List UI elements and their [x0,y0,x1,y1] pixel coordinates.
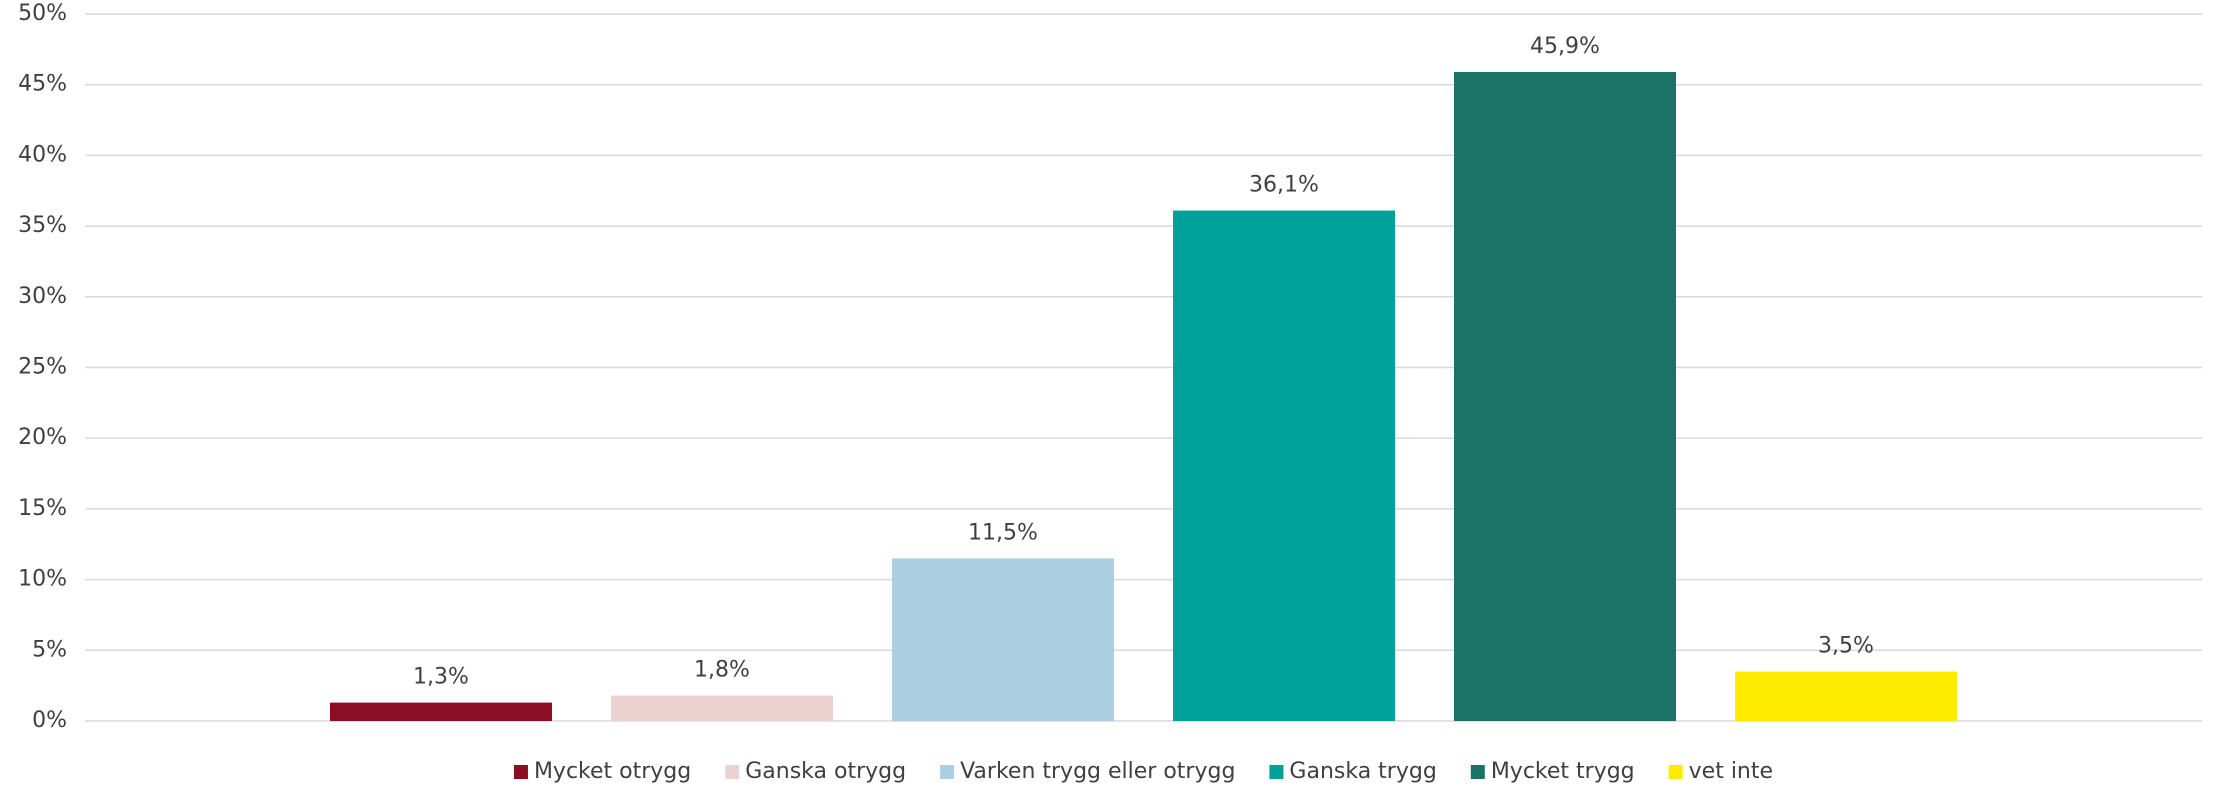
legend-label: Varken trygg eller otrygg [960,759,1235,784]
legend-swatch [940,765,955,779]
legend-swatch [513,765,528,779]
y-tick-label: 45% [18,72,67,97]
y-tick-label: 25% [18,355,67,380]
y-tick-label: 40% [18,142,67,167]
y-tick-label: 5% [32,637,67,662]
y-tick-label: 35% [18,213,67,238]
bar [1173,210,1395,721]
y-tick-label: 10% [18,567,67,592]
legend-label: Ganska trygg [1289,759,1436,784]
legend-label: Mycket otrygg [534,759,691,784]
y-tick-label: 15% [18,496,67,521]
legend-label: vet inte [1689,759,1773,784]
legend-swatch [1269,765,1284,779]
data-label: 3,5% [1818,634,1874,659]
data-label: 1,3% [413,665,469,690]
legend-swatch [725,765,740,779]
bar [330,702,552,721]
bar [892,558,1114,721]
legend-label: Ganska otrygg [745,759,906,784]
data-label: 11,5% [968,520,1038,545]
y-tick-label: 20% [18,425,67,450]
y-tick-label: 0% [32,708,67,733]
legend-label: Mycket trygg [1491,759,1635,784]
y-tick-label: 50% [18,1,67,26]
legend-swatch [1668,765,1683,779]
data-label: 1,8% [694,658,750,683]
bar [1454,71,1676,721]
legend-swatch [1470,765,1485,779]
y-tick-label: 30% [18,284,67,309]
data-label: 45,9% [1530,34,1600,59]
data-label: 36,1% [1249,173,1319,198]
bar [611,695,833,721]
bar [1735,671,1957,721]
